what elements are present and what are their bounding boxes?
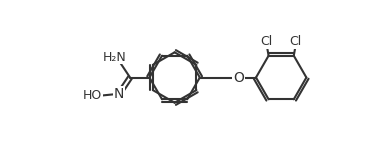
Text: Cl: Cl bbox=[289, 35, 302, 48]
Text: H₂N: H₂N bbox=[103, 51, 126, 64]
Text: N: N bbox=[114, 87, 125, 101]
Text: HO: HO bbox=[83, 89, 102, 102]
Text: Cl: Cl bbox=[260, 35, 273, 48]
Text: O: O bbox=[233, 71, 244, 84]
